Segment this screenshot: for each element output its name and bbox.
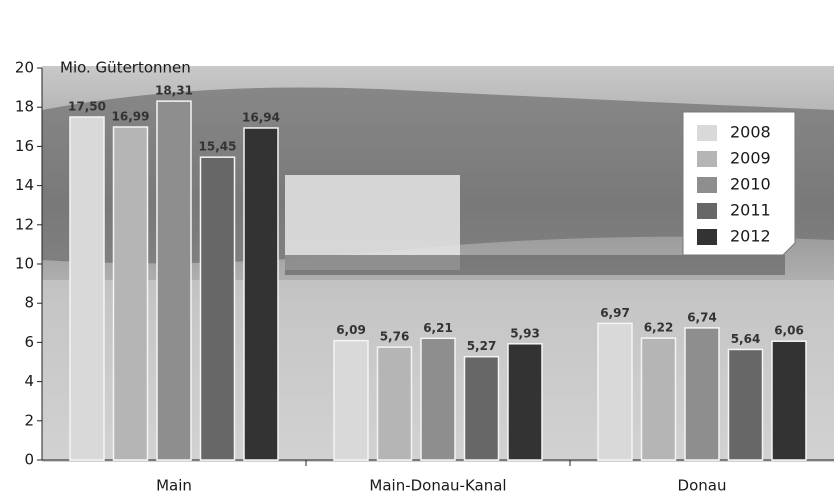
- legend-swatch: [697, 151, 717, 167]
- y-tick-label: 20: [15, 59, 34, 77]
- bar: [598, 323, 632, 460]
- legend-label: 2010: [730, 175, 771, 194]
- legend-swatch: [697, 203, 717, 219]
- y-tick-label: 2: [24, 411, 34, 429]
- bar: [465, 357, 499, 460]
- bar: [685, 328, 719, 460]
- legend-label: 2009: [730, 149, 771, 168]
- y-tick-label: 14: [15, 176, 34, 194]
- y-tick-label: 16: [15, 137, 34, 155]
- value-label: 15,45: [199, 140, 237, 154]
- y-tick-label: 18: [15, 98, 34, 116]
- bar: [772, 341, 806, 460]
- value-label: 6,09: [336, 323, 366, 337]
- value-label: 16,99: [112, 109, 150, 123]
- y-tick-label: 6: [24, 333, 34, 351]
- value-label: 16,94: [242, 110, 280, 124]
- legend-swatch: [697, 125, 717, 141]
- legend: 2008 2009 2010 2011 2012: [683, 112, 795, 255]
- value-label: 6,97: [600, 306, 630, 320]
- y-tick-label: 12: [15, 215, 34, 233]
- page: {"chart_data": {"type": "bar", "y_label"…: [0, 0, 834, 497]
- value-label: 5,27: [467, 339, 497, 353]
- legend-swatch: [697, 229, 717, 245]
- value-label: 18,31: [155, 84, 193, 98]
- bar: [334, 341, 368, 460]
- y-tick-label: 4: [24, 372, 34, 390]
- y-tick-label: 10: [15, 255, 34, 273]
- y-tick-label: 8: [24, 294, 34, 312]
- value-label: 6,21: [423, 321, 453, 335]
- value-label: 5,76: [380, 330, 410, 344]
- bar: [642, 338, 676, 460]
- value-label: 6,06: [774, 324, 804, 338]
- y-axis-label: Mio. Gütertonnen: [60, 59, 191, 77]
- legend-swatch: [697, 177, 717, 193]
- legend-label: 2008: [730, 123, 771, 142]
- x-tick-label: Main: [156, 477, 192, 495]
- value-label: 6,74: [687, 310, 717, 324]
- legend-label: 2011: [730, 201, 771, 220]
- bar: [114, 127, 148, 460]
- bar: [378, 347, 412, 460]
- bar: [157, 101, 191, 460]
- legend-label: 2012: [730, 227, 771, 246]
- value-label: 17,50: [68, 100, 106, 114]
- bar: [421, 338, 455, 460]
- chart: Mio. Gütertonnen 20082009201020112012 02…: [0, 0, 834, 497]
- bar: [508, 344, 542, 460]
- value-label: 6,22: [644, 321, 674, 335]
- bar: [244, 128, 278, 460]
- bar: [70, 117, 104, 460]
- y-tick-label: 0: [24, 451, 34, 469]
- x-tick-label: Donau: [678, 477, 727, 495]
- bar: [729, 349, 763, 460]
- value-label: 5,64: [731, 332, 761, 346]
- value-label: 5,93: [510, 326, 540, 340]
- bar: [201, 157, 235, 460]
- x-tick-label: Main-Donau-Kanal: [369, 477, 506, 495]
